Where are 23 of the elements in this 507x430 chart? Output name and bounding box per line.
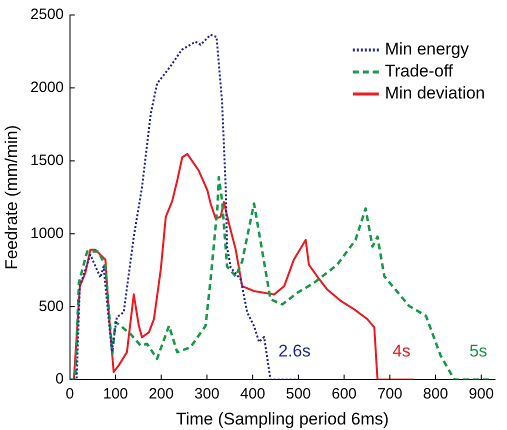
- annotation: 5s: [469, 341, 488, 360]
- legend-label: Min deviation: [384, 84, 486, 103]
- y-tick-label: 500: [38, 298, 64, 315]
- annotation: 4s: [392, 341, 410, 360]
- x-tick-label: 300: [194, 386, 220, 403]
- y-axis-title: Feedrate (mm/min): [2, 125, 21, 270]
- x-tick-label: 800: [423, 386, 448, 403]
- x-tick-label: 400: [240, 386, 266, 403]
- y-tick-label: 0: [55, 370, 64, 388]
- x-tick-label: 600: [332, 386, 357, 403]
- x-tick-label: 500: [286, 386, 311, 403]
- y-tick-label: 1500: [30, 152, 64, 169]
- annotation: 2.6s: [278, 341, 311, 360]
- y-tick-label: 1000: [30, 224, 64, 242]
- legend-label: Min energy: [384, 40, 470, 59]
- y-tick-label: 2500: [30, 6, 64, 24]
- x-tick-label: 900: [468, 386, 494, 403]
- x-axis-title: Time (Sampling period 6ms): [176, 409, 389, 428]
- x-tick-label: 700: [377, 386, 402, 403]
- x-tick-label: 200: [148, 386, 174, 403]
- y-tick-label: 2000: [30, 79, 64, 96]
- legend-label: Trade-off: [384, 62, 454, 81]
- x-tick-label: 100: [102, 386, 128, 403]
